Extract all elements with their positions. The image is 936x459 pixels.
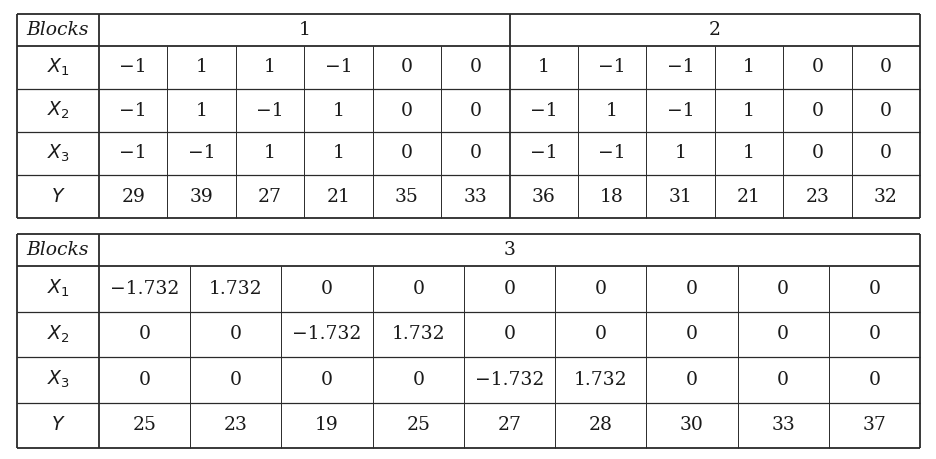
Text: 0: 0 — [880, 58, 892, 77]
Text: 1: 1 — [607, 101, 618, 119]
Text: 1: 1 — [299, 21, 310, 39]
Text: −1: −1 — [598, 58, 626, 77]
Text: 23: 23 — [224, 416, 248, 434]
Text: $Y$: $Y$ — [51, 416, 66, 434]
Text: 0: 0 — [469, 58, 481, 77]
Text: 0: 0 — [869, 325, 881, 343]
Text: $X_2$: $X_2$ — [47, 324, 69, 345]
Text: −1: −1 — [188, 145, 215, 162]
Text: −1: −1 — [666, 58, 695, 77]
Text: $X_3$: $X_3$ — [47, 143, 69, 164]
Text: 0: 0 — [869, 280, 881, 298]
Text: 0: 0 — [139, 325, 151, 343]
Text: 28: 28 — [589, 416, 613, 434]
Text: 23: 23 — [806, 187, 829, 206]
Text: 0: 0 — [469, 145, 481, 162]
Text: 1: 1 — [675, 145, 686, 162]
Text: 37: 37 — [862, 416, 886, 434]
Text: 0: 0 — [777, 371, 789, 389]
Text: 1: 1 — [196, 101, 208, 119]
Text: 0: 0 — [412, 371, 424, 389]
Text: 27: 27 — [258, 187, 282, 206]
Text: 1.732: 1.732 — [391, 325, 446, 343]
Text: −1: −1 — [120, 145, 147, 162]
Text: 1: 1 — [332, 145, 344, 162]
Text: 30: 30 — [680, 416, 704, 434]
Text: 0: 0 — [139, 371, 151, 389]
Text: 33: 33 — [463, 187, 487, 206]
Text: 1: 1 — [264, 145, 276, 162]
Text: 1: 1 — [743, 58, 755, 77]
Text: 0: 0 — [594, 280, 607, 298]
Text: 0: 0 — [777, 280, 789, 298]
Text: −1: −1 — [666, 101, 695, 119]
Text: 0: 0 — [686, 325, 698, 343]
Text: −1: −1 — [530, 145, 558, 162]
Text: $X_3$: $X_3$ — [47, 369, 69, 391]
Text: $Y$: $Y$ — [51, 187, 66, 206]
Text: 19: 19 — [315, 416, 339, 434]
Text: 39: 39 — [190, 187, 213, 206]
Text: 29: 29 — [122, 187, 145, 206]
Text: 0: 0 — [880, 101, 892, 119]
Text: 0: 0 — [469, 101, 481, 119]
Text: $X_2$: $X_2$ — [47, 100, 69, 121]
Text: Blocks: Blocks — [27, 241, 89, 259]
Text: 0: 0 — [777, 325, 789, 343]
Text: 25: 25 — [133, 416, 156, 434]
Text: 0: 0 — [401, 58, 413, 77]
Text: 0: 0 — [880, 145, 892, 162]
Text: 1: 1 — [264, 58, 276, 77]
Text: −1: −1 — [325, 58, 352, 77]
Text: 18: 18 — [600, 187, 624, 206]
Text: 33: 33 — [771, 416, 795, 434]
Text: 0: 0 — [321, 280, 333, 298]
Text: 0: 0 — [812, 101, 824, 119]
Text: $X_1$: $X_1$ — [47, 278, 69, 299]
Text: −1: −1 — [120, 101, 147, 119]
Text: 1: 1 — [196, 58, 208, 77]
Text: 0: 0 — [812, 58, 824, 77]
Text: 2: 2 — [709, 21, 721, 39]
Text: 25: 25 — [406, 416, 431, 434]
Text: $X_1$: $X_1$ — [47, 57, 69, 78]
Text: −1: −1 — [256, 101, 284, 119]
Text: 0: 0 — [869, 371, 881, 389]
Text: −1: −1 — [120, 58, 147, 77]
Text: 31: 31 — [668, 187, 693, 206]
Text: 0: 0 — [412, 280, 424, 298]
Text: −1.732: −1.732 — [475, 371, 544, 389]
Text: 21: 21 — [327, 187, 350, 206]
Text: Blocks: Blocks — [27, 21, 89, 39]
Text: 36: 36 — [532, 187, 556, 206]
Text: 21: 21 — [737, 187, 761, 206]
Text: −1.732: −1.732 — [292, 325, 361, 343]
Text: 0: 0 — [504, 325, 516, 343]
Text: 0: 0 — [230, 371, 241, 389]
Text: 0: 0 — [401, 145, 413, 162]
Text: 1: 1 — [538, 58, 549, 77]
Text: 0: 0 — [504, 280, 516, 298]
Text: −1: −1 — [530, 101, 558, 119]
Text: 0: 0 — [686, 280, 698, 298]
Text: 1.732: 1.732 — [209, 280, 263, 298]
Text: 0: 0 — [812, 145, 824, 162]
Text: 32: 32 — [874, 187, 898, 206]
Text: 1: 1 — [743, 101, 755, 119]
Text: 0: 0 — [321, 371, 333, 389]
Text: 27: 27 — [498, 416, 521, 434]
Text: 0: 0 — [594, 325, 607, 343]
Text: 3: 3 — [504, 241, 516, 259]
Text: 1: 1 — [743, 145, 755, 162]
Text: 1: 1 — [332, 101, 344, 119]
Text: −1.732: −1.732 — [110, 280, 180, 298]
Text: 0: 0 — [686, 371, 698, 389]
Text: −1: −1 — [598, 145, 626, 162]
Text: 35: 35 — [395, 187, 418, 206]
Text: 0: 0 — [230, 325, 241, 343]
Text: 1.732: 1.732 — [574, 371, 627, 389]
Text: 0: 0 — [401, 101, 413, 119]
